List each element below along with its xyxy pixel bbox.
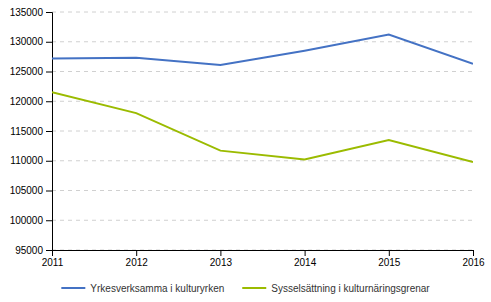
x-axis-domain [53,251,474,257]
y-axis-tick: 120000 [10,96,52,107]
x-axis-tick: 2014 [294,250,317,268]
y-axis-tick-label: 130000 [10,36,44,47]
y-axis-tick-label: 100000 [10,215,44,226]
series-group [52,35,473,162]
y-axis-tick: 135000 [10,7,52,18]
grid-line [52,160,473,161]
plot: 2011 2012 2013 2014 2015 2016 95000 100000 10500… [10,7,485,268]
grid-line [52,12,473,13]
y-axis-domain [46,13,53,251]
grid-line [52,190,473,191]
x-axis-tick-mark [220,250,221,256]
y-axis-tick: 95000 [15,245,52,256]
y-axis-tick-label: 115000 [10,126,43,137]
x-axis: 2011 2012 2013 2014 2015 2016 [42,250,485,268]
y-axis-tick-mark [46,131,52,132]
y-axis-tick-label: 135000 [10,7,44,18]
x-axis-tick: 2011 [42,250,64,268]
legend-item: Yrkesverksamma i kulturyrken [61,283,224,294]
x-axis-tick-label: 2016 [462,257,485,268]
y-axis-tick-mark [46,191,52,192]
y-axis-tick: 125000 [10,66,52,77]
grid-line [52,131,473,132]
x-axis-tick-mark [389,250,390,256]
y-axis-tick-label: 125000 [10,66,44,77]
y-axis-tick: 105000 [10,185,52,196]
series-line [52,35,473,65]
grid-line [52,71,473,72]
grid-line [52,101,473,102]
grid-line [52,220,473,221]
x-axis-tick: 2012 [126,250,149,268]
y-axis-tick-mark [46,250,52,251]
x-axis-tick-label: 2012 [126,257,149,268]
x-axis-tick-label: 2013 [210,257,233,268]
x-axis-tick-label: 2011 [42,257,64,268]
y-axis-tick: 130000 [10,36,52,47]
y-axis-tick-label: 120000 [10,96,44,107]
x-axis-tick-label: 2014 [294,257,317,268]
legend-item: Sysselsättning i kulturnäringsgrenar [242,283,430,294]
y-axis-tick-mark [46,12,52,13]
legend: Yrkesverksamma i kulturyrken Sysselsättni… [61,283,430,294]
y-axis-tick: 115000 [10,126,52,137]
y-axis-tick-mark [46,72,52,73]
legend-swatch [61,287,85,289]
x-axis-tick-label: 2015 [378,257,401,268]
y-axis-tick-label: 110000 [10,155,43,166]
y-axis-tick-label: 95000 [15,245,43,256]
y-axis-tick-mark [46,42,52,43]
legend-swatch [242,287,266,289]
x-axis-tick-mark [305,250,306,256]
x-axis-tick: 2016 [462,250,485,268]
x-axis-tick: 2013 [210,250,233,268]
y-axis-tick-label: 105000 [10,185,44,196]
y-axis: 95000 100000 105000 110000 115000 120000 12500… [10,7,53,256]
chart: 2011 2012 2013 2014 2015 2016 95000 100000 10500… [0,0,491,302]
legend-label: Yrkesverksamma i kulturyrken [90,283,224,294]
y-axis-tick: 110000 [10,155,52,166]
y-axis-tick-mark [46,161,52,162]
grid [52,12,473,250]
series-line [52,92,473,162]
x-axis-tick-mark [473,250,474,256]
y-axis-tick: 100000 [10,215,52,226]
legend-label: Sysselsättning i kulturnäringsgrenar [271,283,430,294]
x-axis-tick: 2015 [378,250,401,268]
y-axis-tick-mark [46,101,52,102]
y-axis-tick-mark [46,220,52,221]
x-axis-tick-mark [136,250,137,256]
